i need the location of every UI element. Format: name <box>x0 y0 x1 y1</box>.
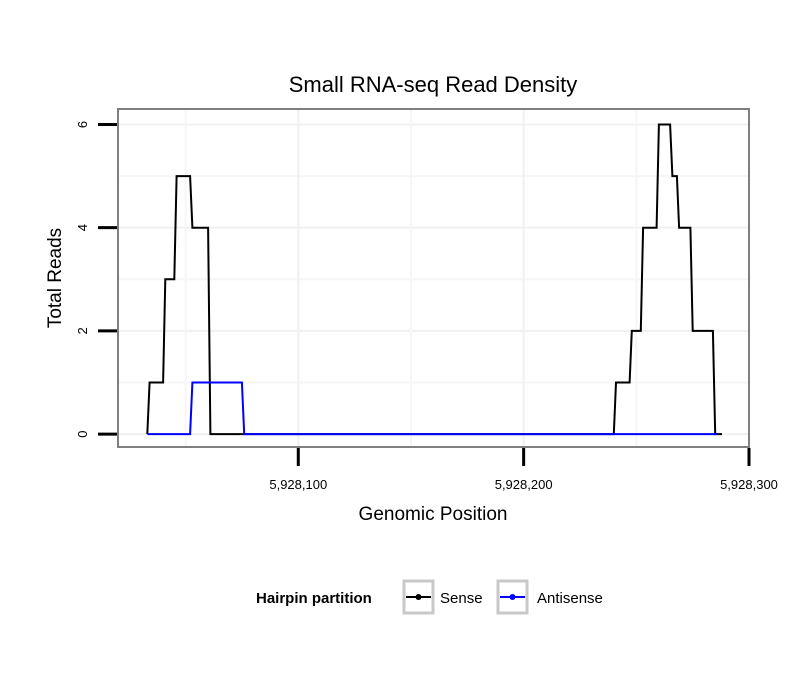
series-line-antisense <box>147 381 718 436</box>
series-layer <box>146 123 722 436</box>
legend-label-sense: Sense <box>440 590 483 607</box>
grid <box>118 109 749 447</box>
legend-item-antisense: Antisense <box>496 579 603 615</box>
legend: Hairpin partition Sense Antisense <box>256 579 603 615</box>
x-tick-label: 5,928,200 <box>495 477 553 492</box>
legend-item-sense: Sense <box>402 579 483 615</box>
legend-title: Hairpin partition <box>256 590 372 607</box>
x-axis: 5,928,100 5,928,200 5,928,300 <box>269 448 778 492</box>
x-tick-label: 5,928,100 <box>269 477 327 492</box>
panel-border <box>117 108 750 448</box>
y-tick-label: 2 <box>75 327 90 334</box>
legend-label-antisense: Antisense <box>537 590 603 607</box>
y-axis-title: Total Reads <box>45 228 66 328</box>
legend-dot-sense <box>415 594 422 600</box>
y-tick-label: 0 <box>75 430 90 437</box>
chart-title: Small RNA-seq Read Density <box>289 72 578 97</box>
y-tick-label: 6 <box>75 121 90 128</box>
x-axis-title: Genomic Position <box>359 504 508 525</box>
x-tick-label: 5,928,300 <box>720 477 778 492</box>
legend-dot-antisense <box>509 594 516 600</box>
y-tick-label: 4 <box>75 224 90 231</box>
series-line-sense <box>146 123 722 436</box>
y-axis: 0 2 4 6 <box>75 121 117 438</box>
